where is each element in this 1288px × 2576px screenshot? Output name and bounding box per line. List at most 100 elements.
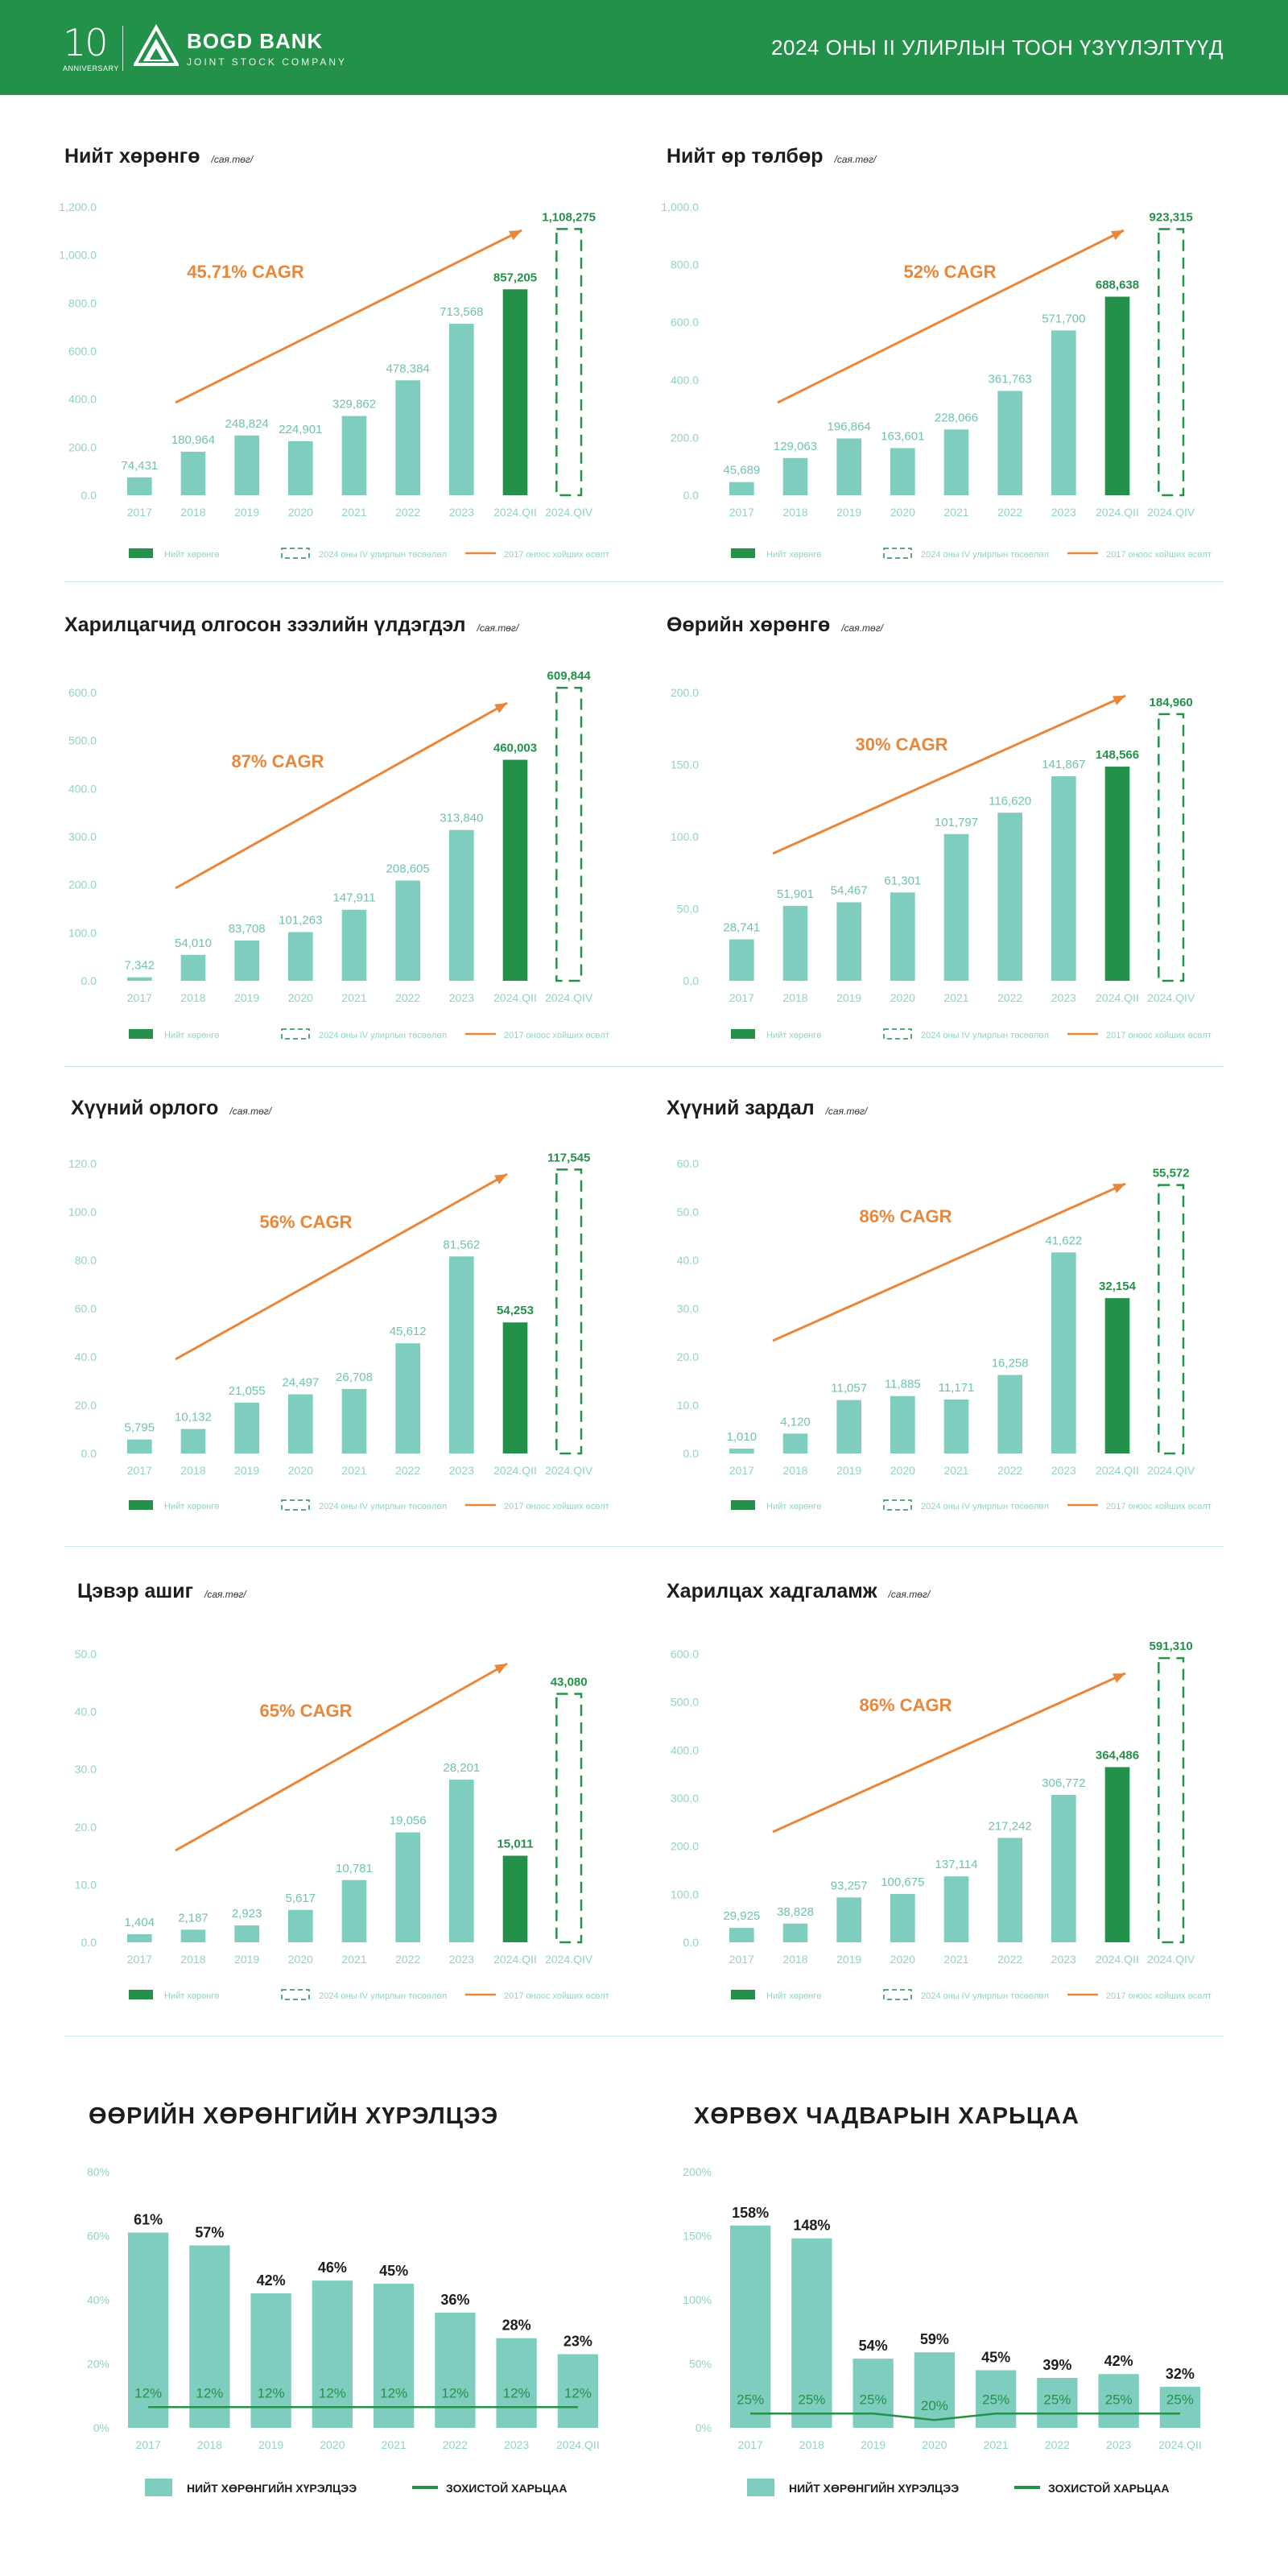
cagr-label: 86% CAGR <box>860 1206 952 1226</box>
bar <box>1104 1767 1130 1942</box>
bar-forecast <box>1158 1184 1185 1455</box>
bar <box>496 2338 537 2428</box>
legend-label-actual: Нийт хөрөнгө <box>164 1991 219 2001</box>
data-label: 41,622 <box>1045 1234 1082 1247</box>
y-tick-label: 30.0 <box>75 1763 97 1776</box>
y-tick-label: 400.0 <box>671 1743 699 1756</box>
x-tick-label: 2022 <box>395 1953 420 1966</box>
x-tick-label: 2022 <box>395 506 420 519</box>
y-tick-label: 20% <box>87 2358 109 2371</box>
bar <box>502 759 528 981</box>
y-tick-label: 50.0 <box>677 903 699 916</box>
x-tick-label: 2024.QIV <box>1147 506 1195 519</box>
x-tick-label: 2019 <box>836 506 861 519</box>
data-label: 38,828 <box>777 1905 814 1919</box>
bar <box>1104 296 1130 495</box>
data-label: 224,901 <box>279 423 322 436</box>
legend-label-forecast: 2024 оны IV улирлын төсөөлөл <box>921 550 1049 560</box>
data-label: 137,114 <box>935 1858 977 1871</box>
bar <box>890 1396 915 1453</box>
chart-title-current-deposits: Харилцах хадгаламж/сая.төг/ <box>667 1580 931 1602</box>
x-tick-label: 2022 <box>997 991 1022 1004</box>
data-label: 74,431 <box>121 459 158 473</box>
x-tick-label: 2022 <box>395 1464 420 1477</box>
data-label: 361,763 <box>989 372 1032 386</box>
bar <box>180 954 206 981</box>
bar <box>1104 1298 1130 1453</box>
x-tick-label: 2024.QII <box>1096 506 1139 519</box>
bar <box>975 2370 1017 2428</box>
bar <box>943 429 969 495</box>
y-tick-label: 40% <box>87 2293 109 2306</box>
x-tick-label: 2023 <box>1051 1953 1076 1966</box>
x-tick-label: 2018 <box>180 506 205 519</box>
bar <box>782 1433 808 1453</box>
bogd-logo-icon <box>134 24 179 66</box>
bar-forecast <box>1158 713 1185 982</box>
legend-label-forecast: 2024 оны IV улирлын төсөөлөл <box>921 1031 1049 1040</box>
x-tick-label: 2024.QIV <box>545 506 593 519</box>
y-tick-label: 0.0 <box>683 1447 700 1460</box>
bar <box>782 906 808 981</box>
section-divider <box>64 1066 1224 1067</box>
y-tick-label: 80.0 <box>75 1254 97 1267</box>
chart-capital-adequacy: 0% 20% 40% 60% 80% 61% 2017 57% 2018 42% 2019 46% 20… <box>87 2165 600 2496</box>
bar <box>395 1832 420 1942</box>
legend-swatch-forecast <box>281 1499 310 1511</box>
data-label: 196,864 <box>828 420 871 434</box>
data-label: 45,689 <box>723 464 760 478</box>
bar <box>943 833 969 981</box>
trend-arrowhead <box>494 703 507 713</box>
bar <box>449 1256 474 1453</box>
legend-label-trend: 2017 оноос хойших өсөлт <box>1106 1031 1212 1040</box>
bar <box>395 1343 420 1453</box>
y-tick-label: 200.0 <box>68 879 97 891</box>
data-label: 19,056 <box>390 1814 427 1828</box>
y-tick-label: 100.0 <box>671 1888 699 1900</box>
y-tick-label: 0.0 <box>81 1447 97 1460</box>
chart-title-capital-adequacy: ӨӨРИЙН ХӨРӨНГИЙН ХҮРЭЛЦЭЭ <box>89 2103 499 2129</box>
data-label: 21,055 <box>229 1384 266 1398</box>
data-label: 101,797 <box>935 816 978 829</box>
data-label: 180,964 <box>171 433 215 447</box>
legend-swatch-bar <box>747 2479 774 2496</box>
y-tick-label: 800.0 <box>671 258 699 271</box>
x-tick-label: 2022 <box>997 506 1022 519</box>
legend-label-line: ЗОХИСТОЙ ХАРЬЦАА <box>1048 2481 1169 2495</box>
legend-label-bar: НИЙТ ХӨРӨНГИЙН ХҮРЭЛЦЭЭ <box>187 2481 357 2495</box>
ratio-label: 12% <box>319 2385 346 2400</box>
legend-swatch-forecast <box>883 548 912 559</box>
chart-total-assets: 0.0 200.0 400.0 600.0 800.0 1,000.0 1,200.0 74,… <box>59 201 609 560</box>
data-label: 43,080 <box>551 1676 588 1689</box>
legend-swatch-forecast <box>883 1499 912 1511</box>
x-tick-label: 2019 <box>836 1953 861 1966</box>
x-tick-label: 2024.QII <box>493 1953 537 1966</box>
bar <box>997 391 1022 495</box>
data-label: 306,772 <box>1042 1776 1085 1790</box>
data-label: 61% <box>134 2212 163 2228</box>
x-tick-label: 2024.QIV <box>545 991 593 1004</box>
y-tick-label: 400.0 <box>68 393 97 406</box>
y-tick-label: 20.0 <box>75 1821 97 1834</box>
chart-liquidity-ratio: 0% 50% 100% 150% 200% 158% 2017 148% 2018 54% 2019… <box>683 2165 1202 2496</box>
chart-equity: 0.0 50.0 100.0 150.0 200.0 28,741 2017 51,901 20… <box>671 686 1212 1040</box>
data-label: 28,201 <box>443 1761 480 1775</box>
data-label: 54% <box>859 2338 888 2354</box>
cagr-label: 52% CAGR <box>904 262 997 282</box>
legend-swatch-forecast <box>281 1989 310 2000</box>
bar-forecast <box>555 1693 583 1944</box>
bar <box>782 457 808 495</box>
legend-swatch-actual <box>731 1500 755 1510</box>
y-tick-label: 50% <box>689 2358 712 2371</box>
legend-label-actual: Нийт хөрөнгө <box>766 1031 821 1040</box>
data-label: 329,862 <box>332 398 376 411</box>
x-tick-label: 2023 <box>1051 506 1076 519</box>
bar <box>997 1375 1022 1453</box>
x-tick-label: 2021 <box>943 991 968 1004</box>
x-tick-label: 2017 <box>738 2438 763 2451</box>
y-tick-label: 600.0 <box>671 316 699 329</box>
data-label: 46% <box>318 2260 347 2276</box>
ratio-label: 25% <box>798 2392 825 2407</box>
ratio-label: 25% <box>737 2392 764 2407</box>
bar <box>373 2284 415 2428</box>
